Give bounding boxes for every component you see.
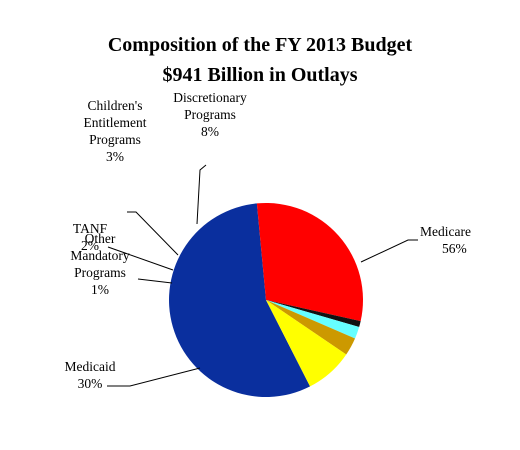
pie-slice-discretionary-programs — [266, 300, 347, 387]
pie-slice-other-mandatory-programs — [266, 300, 361, 328]
slice-value-children-s-entitlement-programs: 3% — [106, 149, 124, 164]
slice-value-medicare: 56% — [442, 241, 467, 256]
slice-labels: Medicare 56% Medicaid 30% Other Mandatory Prog… — [65, 90, 471, 391]
slice-label-other-mandatory-programs-0: Other — [85, 231, 116, 246]
slice-value-other-mandatory-programs: 1% — [91, 282, 109, 297]
slice-value-tanf: 2% — [81, 238, 99, 253]
slice-value-discretionary-programs: 8% — [201, 124, 219, 139]
pie-slice-tanf — [266, 300, 360, 339]
slice-label-tanf-0: TANF — [73, 221, 108, 236]
pie-slices — [169, 202, 363, 397]
slice-label-discretionary-programs-1: Programs — [184, 107, 236, 122]
slice-label-children-s-entitlement-programs-0: Children's — [88, 98, 143, 113]
leader-line-medicaid — [107, 367, 201, 387]
slice-value-medicaid: 30% — [78, 376, 103, 391]
slice-label-other-mandatory-programs-1: Mandatory — [70, 248, 129, 263]
leader-line-discretionary-programs — [196, 164, 207, 225]
pie-slice-children-s-entitlement-programs — [266, 300, 356, 355]
leader-line-other-mandatory-programs — [137, 278, 173, 284]
slice-label-other-mandatory-programs-2: Programs — [74, 265, 126, 280]
leader-line-children-s-entitlement-programs — [127, 211, 179, 256]
chart-subtitle: $941 Billion in Outlays — [162, 64, 358, 86]
slice-label-children-s-entitlement-programs-2: Programs — [89, 132, 141, 147]
slice-label-discretionary-programs-0: Discretionary — [173, 90, 247, 105]
chart-title-block: Composition of the FY 2013 Budget $941 B… — [0, 30, 520, 90]
pie-slice-medicaid — [256, 202, 363, 322]
leader-line-medicare — [360, 239, 418, 263]
slice-label-children-s-entitlement-programs-1: Entitlement — [84, 115, 147, 130]
slice-label-medicaid-0: Medicaid — [65, 359, 116, 374]
slice-label-medicare-0: Medicare — [420, 224, 471, 239]
chart-title: Composition of the FY 2013 Budget — [107, 34, 413, 56]
leader-line-tanf — [107, 246, 174, 271]
pie-slice-medicare — [169, 203, 311, 397]
label-leaders — [107, 164, 418, 387]
